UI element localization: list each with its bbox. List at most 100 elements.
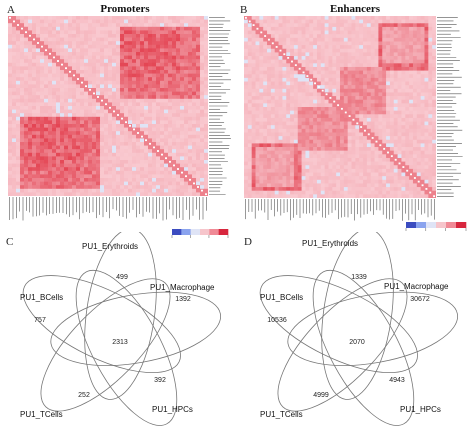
heatmap-cell: [176, 131, 181, 136]
heatmap-cell: [116, 73, 121, 78]
heatmap-cell: [152, 16, 157, 20]
heatmap-cell: [140, 48, 145, 53]
heatmap-cell: [92, 134, 97, 139]
heatmap-cell: [432, 48, 436, 53]
heatmap-cell: [343, 165, 348, 170]
heatmap-cell: [382, 99, 387, 104]
heatmap-cell: [184, 152, 189, 157]
heatmap-cell: [68, 156, 73, 161]
heatmap-cell: [192, 16, 197, 20]
heatmap-cell: [244, 26, 249, 31]
heatmap-cell: [351, 121, 356, 126]
heatmap-cell: [270, 88, 276, 93]
heatmap-cell: [84, 142, 89, 146]
heatmap-cell: [282, 110, 287, 115]
heatmap-cell: [255, 30, 260, 35]
heatmap-cell: [12, 77, 17, 82]
heatmap-cell: [267, 92, 272, 97]
heatmap-cell: [416, 85, 421, 90]
heatmap-cell: [36, 44, 41, 49]
heatmap-cell: [355, 66, 360, 71]
heatmap-cell: [168, 80, 173, 85]
heatmap-cell: [320, 161, 325, 166]
heatmap-cell: [156, 23, 161, 28]
heatmap-cell: [305, 168, 310, 173]
heatmap-cell: [108, 149, 113, 154]
heatmap-cell: [251, 125, 256, 130]
heatmap-cell: [351, 26, 356, 31]
heatmap-cell: [424, 172, 429, 177]
heatmap-cell: [64, 84, 69, 89]
heatmap-cell: [140, 16, 145, 20]
heatmap-cell: [363, 74, 368, 79]
heatmap-cell: [255, 147, 260, 151]
heatmap-cell: [424, 136, 429, 141]
heatmap-cell: [100, 66, 105, 71]
heatmap-cell: [12, 163, 17, 168]
heatmap-cell: [132, 16, 137, 20]
heatmap-cell: [278, 125, 283, 130]
heatmap-cell: [52, 66, 57, 71]
heatmap-cell: [200, 145, 205, 150]
heatmap-cell: [316, 66, 322, 71]
heatmap-cell: [164, 192, 169, 196]
heatmap-cell: [428, 176, 433, 181]
heatmap-cell: [363, 41, 368, 46]
heatmap-cell: [152, 70, 157, 74]
heatmap-cell: [184, 23, 189, 28]
heatmap-cell: [378, 19, 383, 24]
heatmap-cell: [184, 131, 189, 136]
heatmap-cell: [52, 70, 57, 74]
heatmap-cell: [401, 66, 406, 71]
heatmap-cell: [393, 139, 398, 144]
heatmap-cell: [340, 34, 345, 39]
heatmap-cell: [332, 30, 337, 35]
heatmap-cell: [160, 91, 165, 96]
heatmap-cell: [168, 185, 173, 190]
heatmap-cell: [144, 48, 149, 53]
heatmap-cell: [255, 154, 260, 159]
heatmap-cell: [409, 74, 414, 79]
heatmap-cell: [28, 55, 33, 60]
heatmap-cell: [374, 23, 379, 28]
heatmap-cell: [370, 26, 375, 31]
heatmap-cell: [409, 56, 414, 60]
heatmap-cell: [160, 174, 165, 179]
heatmap-cell: [184, 16, 189, 20]
heatmap-cell: [378, 107, 383, 111]
heatmap-cell: [259, 103, 264, 108]
heatmap-cell: [108, 44, 113, 49]
heatmap-cell: [263, 107, 268, 111]
heatmap-cell: [251, 37, 256, 42]
heatmap-cell: [144, 102, 149, 107]
heatmap-cell: [397, 125, 402, 130]
heatmap-cell: [80, 62, 85, 67]
heatmap-cell: [200, 160, 205, 164]
heatmap-cell: [164, 116, 169, 121]
heatmap-cell: [416, 157, 421, 162]
heatmap-cell: [397, 154, 402, 159]
heatmap-cell: [282, 19, 287, 24]
heatmap-cell: [88, 149, 93, 154]
heatmap-cell: [293, 110, 299, 115]
heatmap-cell: [172, 156, 177, 161]
heatmap-cell: [297, 168, 302, 173]
heatmap-cell: [424, 63, 429, 68]
heatmap-cell: [156, 160, 161, 164]
heatmap-cell: [366, 23, 372, 28]
heatmap-cell: [120, 170, 125, 175]
heatmap-cell: [60, 138, 65, 143]
heatmap-cell: [196, 134, 201, 139]
heatmap-cell: [374, 70, 379, 75]
heatmap-cell: [24, 109, 29, 114]
heatmap-cell: [104, 37, 109, 42]
heatmap-cell: [116, 116, 121, 121]
heatmap-cell: [332, 52, 337, 57]
heatmap-cell: [309, 23, 314, 28]
heatmap-cell: [84, 127, 89, 132]
heatmap-cell: [293, 114, 299, 119]
heatmap-cell: [148, 145, 153, 150]
heatmap-cell: [140, 174, 145, 179]
heatmap-cell: [286, 99, 291, 104]
heatmap-cell: [259, 121, 264, 126]
